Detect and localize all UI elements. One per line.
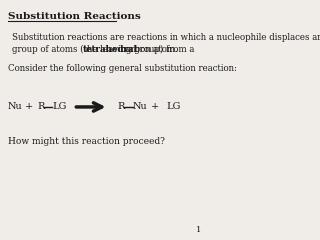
Text: Consider the following general substitution reaction:: Consider the following general substitut… xyxy=(8,64,236,73)
Text: Substitution Reactions: Substitution Reactions xyxy=(8,12,140,21)
Text: R: R xyxy=(37,102,45,111)
Text: 1: 1 xyxy=(196,226,201,234)
Text: Nu: Nu xyxy=(8,102,22,111)
Text: +: + xyxy=(25,102,33,111)
Text: LG: LG xyxy=(52,102,67,111)
Text: How might this reaction proceed?: How might this reaction proceed? xyxy=(8,137,164,146)
Text: Substitution reactions are reactions in which a nucleophile displaces an atom or: Substitution reactions are reactions in … xyxy=(12,33,320,42)
Text: +: + xyxy=(151,102,159,111)
Text: LG: LG xyxy=(166,102,180,111)
Text: group of atoms (the leaving group) from a: group of atoms (the leaving group) from … xyxy=(12,45,197,54)
Text: tetrahedral: tetrahedral xyxy=(83,45,138,54)
Text: R: R xyxy=(118,102,125,111)
Text: carbon atom.: carbon atom. xyxy=(118,45,177,54)
Text: Nu: Nu xyxy=(133,102,148,111)
